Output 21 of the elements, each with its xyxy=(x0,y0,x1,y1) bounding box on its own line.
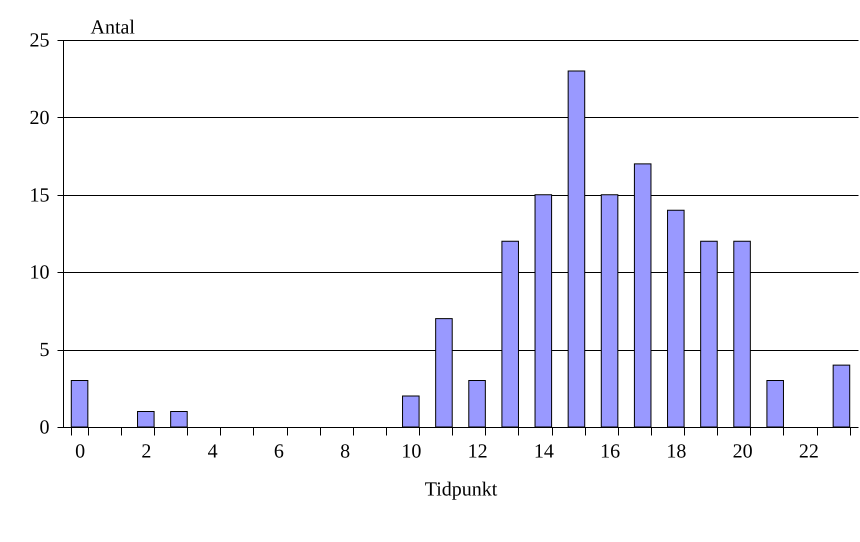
y-tick-label: 25 xyxy=(30,30,50,52)
x-tick-label: 20 xyxy=(732,440,753,462)
y-tick-label: 15 xyxy=(30,184,50,206)
x-tick-label: 16 xyxy=(600,440,620,462)
x-tick-label: 18 xyxy=(666,440,686,462)
x-tick-label: 10 xyxy=(401,440,422,462)
y-tick-label: 20 xyxy=(30,106,50,129)
x-tick-label: 4 xyxy=(208,440,218,462)
x-tick-label: 22 xyxy=(798,440,819,462)
x-axis-title: Tidpunkt xyxy=(424,478,498,500)
bar xyxy=(832,364,850,428)
x-tick-label: 14 xyxy=(534,440,554,462)
y-tick-label: 5 xyxy=(40,339,50,362)
y-axis-title: Antal xyxy=(90,16,136,38)
x-tick-label: 2 xyxy=(141,440,152,462)
y-tick-label: 0 xyxy=(40,416,50,438)
x-tick-label: 0 xyxy=(75,440,86,462)
x-tick-label: 6 xyxy=(274,440,284,462)
x-tick-label: 8 xyxy=(340,440,350,462)
y-tick-label: 10 xyxy=(30,262,50,284)
x-tick-label: 12 xyxy=(468,440,488,462)
